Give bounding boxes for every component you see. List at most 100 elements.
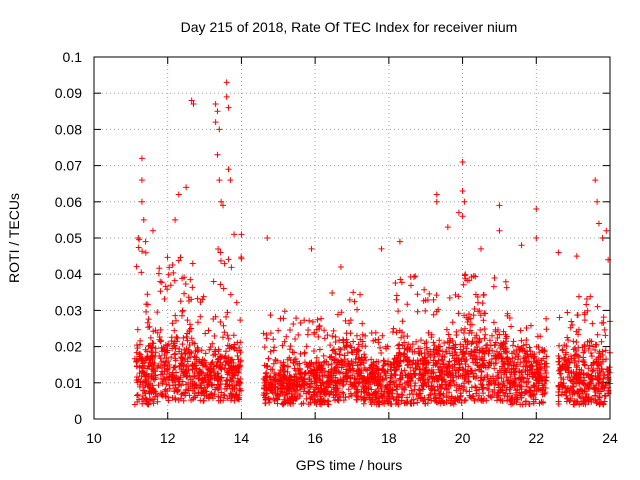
data-point bbox=[350, 289, 357, 296]
data-point bbox=[418, 350, 425, 357]
data-point bbox=[446, 294, 453, 301]
data-point bbox=[407, 378, 414, 385]
data-point bbox=[465, 373, 472, 380]
data-point bbox=[573, 364, 580, 371]
data-point bbox=[407, 282, 414, 289]
data-point bbox=[372, 391, 379, 398]
data-point bbox=[522, 388, 529, 395]
data-point bbox=[188, 97, 195, 104]
data-point bbox=[311, 388, 318, 395]
data-point bbox=[491, 275, 498, 282]
data-point bbox=[573, 380, 580, 387]
data-point bbox=[475, 308, 482, 315]
data-point bbox=[415, 345, 422, 352]
data-point bbox=[463, 388, 470, 395]
data-point bbox=[542, 367, 549, 374]
data-point bbox=[229, 385, 236, 392]
data-point bbox=[197, 313, 204, 320]
data-point bbox=[393, 377, 400, 384]
data-point bbox=[332, 386, 339, 393]
data-point bbox=[171, 327, 178, 334]
data-point bbox=[270, 347, 277, 354]
data-point bbox=[301, 317, 308, 324]
data-point bbox=[217, 360, 224, 367]
data-point bbox=[337, 263, 344, 270]
data-point bbox=[522, 367, 529, 374]
data-point bbox=[434, 350, 441, 357]
data-point bbox=[567, 377, 574, 384]
data-point bbox=[433, 191, 440, 198]
data-point bbox=[461, 384, 468, 391]
data-point bbox=[143, 308, 150, 315]
data-point bbox=[310, 372, 317, 379]
data-point bbox=[594, 331, 601, 338]
data-point bbox=[172, 355, 179, 362]
data-point bbox=[406, 375, 413, 382]
data-point bbox=[308, 367, 315, 374]
data-point bbox=[150, 328, 157, 335]
data-point bbox=[270, 336, 277, 343]
data-point bbox=[157, 338, 164, 345]
data-point bbox=[163, 355, 170, 362]
data-point bbox=[484, 371, 491, 378]
data-point bbox=[451, 397, 458, 404]
data-point bbox=[288, 390, 295, 397]
data-point bbox=[585, 365, 592, 372]
data-point bbox=[601, 385, 608, 392]
data-point bbox=[407, 370, 414, 377]
y-tick-label: 0.07 bbox=[55, 158, 82, 174]
data-point bbox=[590, 366, 597, 373]
data-point bbox=[590, 384, 597, 391]
data-point bbox=[356, 355, 363, 362]
data-point bbox=[422, 307, 429, 314]
data-point bbox=[468, 395, 475, 402]
data-point bbox=[480, 292, 487, 299]
data-point bbox=[495, 372, 502, 379]
data-point bbox=[459, 158, 466, 165]
data-point bbox=[340, 397, 347, 404]
data-point bbox=[270, 360, 277, 367]
data-point bbox=[154, 392, 161, 399]
data-point bbox=[157, 371, 164, 378]
data-point bbox=[231, 231, 238, 238]
data-point bbox=[538, 377, 545, 384]
data-point bbox=[508, 323, 515, 330]
data-point bbox=[286, 395, 293, 402]
data-point bbox=[151, 376, 158, 383]
data-point bbox=[135, 235, 142, 241]
data-point bbox=[225, 335, 232, 342]
data-point bbox=[417, 390, 424, 397]
data-point bbox=[145, 372, 152, 379]
data-point bbox=[591, 392, 598, 399]
data-point bbox=[157, 288, 164, 295]
data-point bbox=[500, 371, 507, 378]
data-point bbox=[399, 392, 406, 399]
data-point bbox=[281, 308, 288, 315]
data-point bbox=[478, 345, 485, 352]
data-point bbox=[184, 330, 191, 337]
data-point bbox=[207, 365, 214, 372]
data-point bbox=[396, 363, 403, 370]
data-point bbox=[458, 327, 465, 334]
data-point bbox=[221, 329, 228, 336]
data-point bbox=[211, 332, 218, 339]
data-point bbox=[455, 373, 462, 380]
data-point bbox=[556, 314, 563, 321]
data-point bbox=[157, 355, 164, 362]
data-point bbox=[133, 342, 140, 349]
data-point bbox=[186, 341, 193, 348]
data-point bbox=[514, 343, 521, 350]
data-point bbox=[385, 358, 392, 365]
data-point bbox=[482, 364, 489, 371]
data-point bbox=[453, 352, 460, 359]
data-point bbox=[580, 395, 587, 402]
data-point bbox=[461, 397, 468, 404]
data-point bbox=[228, 264, 235, 271]
data-point bbox=[327, 369, 334, 376]
data-point bbox=[569, 391, 576, 398]
data-point bbox=[460, 386, 467, 393]
data-point bbox=[200, 293, 207, 300]
data-point bbox=[562, 384, 569, 391]
data-point bbox=[234, 352, 241, 359]
data-point bbox=[530, 398, 537, 405]
